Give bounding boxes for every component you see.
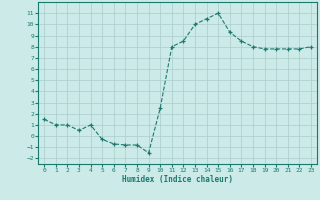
- X-axis label: Humidex (Indice chaleur): Humidex (Indice chaleur): [122, 175, 233, 184]
